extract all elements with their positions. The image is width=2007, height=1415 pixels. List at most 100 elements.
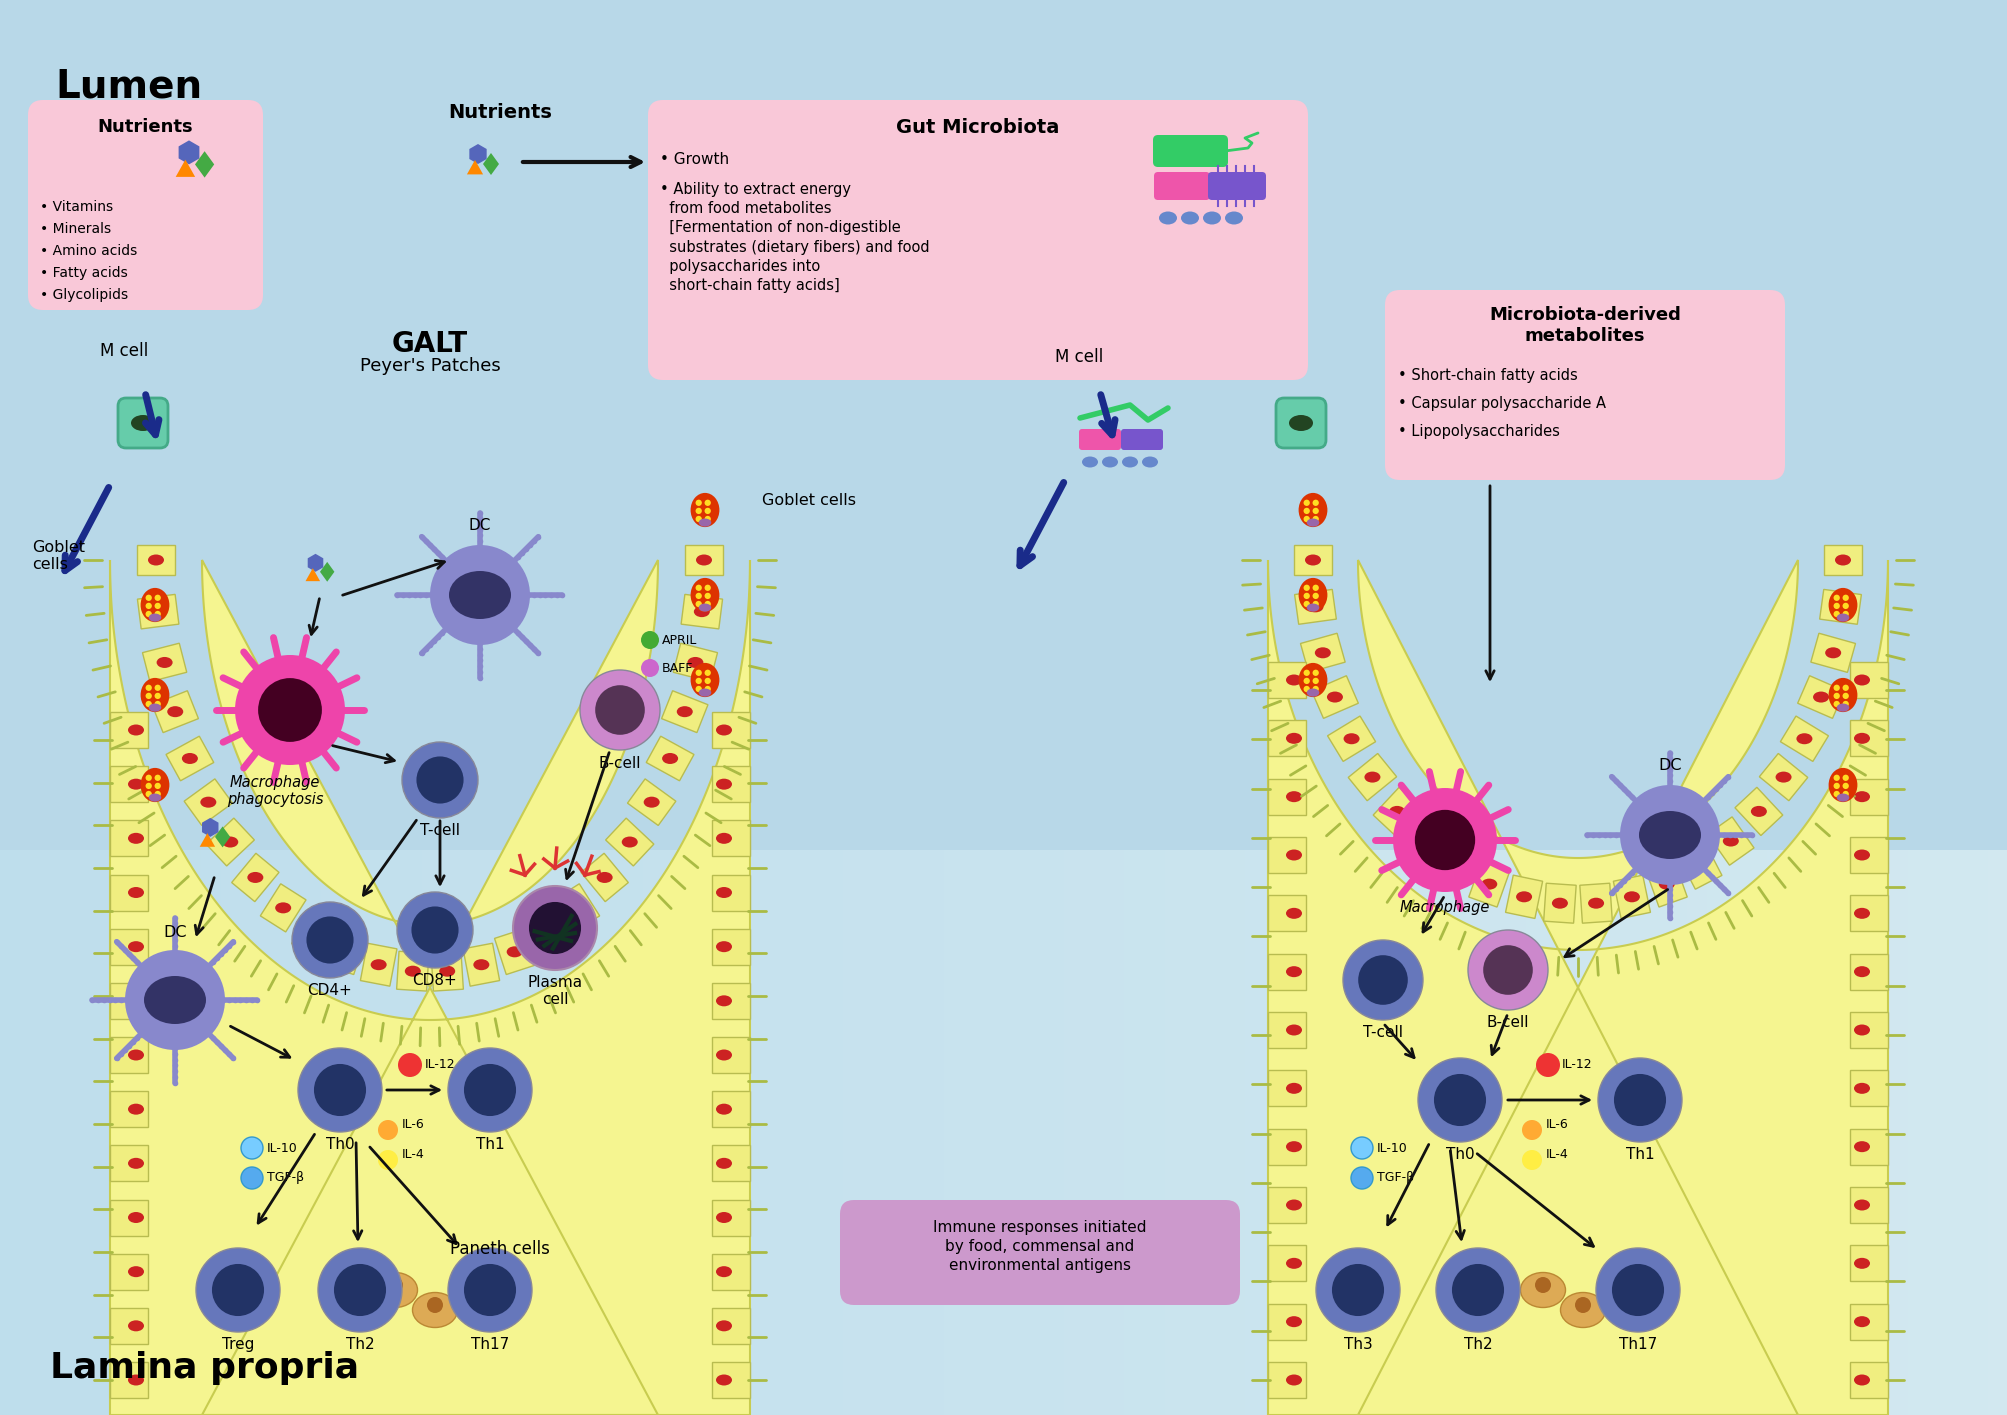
Ellipse shape [1224,211,1242,225]
Circle shape [1357,955,1407,1005]
Polygon shape [470,144,486,164]
Polygon shape [712,1254,751,1289]
Circle shape [694,669,702,676]
Text: DC: DC [1658,758,1682,773]
Ellipse shape [1284,675,1301,685]
Polygon shape [195,151,215,178]
Circle shape [640,631,658,649]
Ellipse shape [676,706,692,717]
Circle shape [1415,809,1475,870]
Ellipse shape [698,518,710,526]
Circle shape [1313,686,1319,692]
Circle shape [1842,603,1848,608]
Ellipse shape [716,778,733,790]
Polygon shape [1266,662,1305,698]
FancyBboxPatch shape [118,398,169,449]
Polygon shape [712,1307,751,1344]
Polygon shape [1848,896,1887,931]
Ellipse shape [140,678,169,712]
Circle shape [580,669,660,750]
Text: Plasma
cell: Plasma cell [528,975,582,1007]
Polygon shape [110,560,751,1415]
Ellipse shape [1284,966,1301,978]
Ellipse shape [1299,662,1327,698]
Text: B-cell: B-cell [1485,1015,1529,1030]
Ellipse shape [140,768,169,802]
Ellipse shape [716,1374,733,1385]
Circle shape [1832,603,1838,608]
Polygon shape [524,910,568,957]
Text: IL-6: IL-6 [401,1118,425,1132]
Polygon shape [110,983,149,1019]
Text: DC: DC [468,518,492,533]
Text: BAFF: BAFF [662,661,692,675]
Ellipse shape [128,833,145,843]
Text: Immune responses initiated
by food, commensal and
environmental antigens: Immune responses initiated by food, comm… [933,1220,1146,1274]
Circle shape [145,791,153,797]
Ellipse shape [1142,457,1158,467]
Ellipse shape [1852,1316,1869,1327]
Ellipse shape [167,706,183,717]
Polygon shape [1848,1129,1887,1165]
Circle shape [1598,1058,1682,1142]
Text: • Fatty acids: • Fatty acids [40,266,128,280]
Circle shape [704,499,710,507]
Ellipse shape [1658,879,1674,890]
Polygon shape [1848,954,1887,989]
Polygon shape [468,160,484,174]
Ellipse shape [1365,771,1379,782]
Polygon shape [712,1091,751,1128]
Polygon shape [110,928,149,965]
Circle shape [145,594,153,601]
Circle shape [1842,693,1848,699]
Polygon shape [231,853,279,901]
Text: • Glycolipids: • Glycolipids [40,289,128,301]
Circle shape [427,1298,444,1313]
Ellipse shape [1852,1374,1869,1385]
Polygon shape [110,821,149,856]
Polygon shape [110,1363,149,1398]
Ellipse shape [1852,1258,1869,1269]
Ellipse shape [1307,689,1319,696]
Polygon shape [1311,676,1357,719]
Ellipse shape [644,797,660,808]
Polygon shape [1580,883,1612,923]
Circle shape [401,741,478,818]
Ellipse shape [1481,879,1497,890]
Circle shape [1842,685,1848,691]
Circle shape [411,907,458,954]
Circle shape [145,774,153,781]
Polygon shape [712,1037,751,1073]
Circle shape [1832,611,1838,617]
Circle shape [297,1049,381,1132]
Polygon shape [1796,676,1844,719]
Circle shape [1451,1264,1503,1316]
Ellipse shape [694,606,710,617]
Ellipse shape [1284,1024,1301,1036]
Ellipse shape [149,703,161,712]
Ellipse shape [128,941,145,952]
Ellipse shape [128,995,145,1006]
Circle shape [155,791,161,797]
Circle shape [213,1264,263,1316]
Ellipse shape [128,887,145,899]
Text: Th17: Th17 [470,1337,510,1351]
Polygon shape [1266,1187,1305,1223]
Ellipse shape [690,492,719,528]
Polygon shape [110,1254,149,1289]
Polygon shape [1734,787,1782,835]
Circle shape [640,659,658,676]
Circle shape [528,901,580,954]
Circle shape [1313,678,1319,683]
Circle shape [397,1053,421,1077]
Ellipse shape [1836,794,1848,802]
Ellipse shape [1447,860,1463,872]
Text: Lamina propria: Lamina propria [50,1351,359,1385]
Circle shape [1596,1248,1680,1332]
Polygon shape [1612,874,1650,918]
Polygon shape [1373,787,1421,835]
Circle shape [704,516,710,522]
Circle shape [694,601,702,607]
FancyBboxPatch shape [1078,429,1120,450]
Polygon shape [626,778,676,825]
